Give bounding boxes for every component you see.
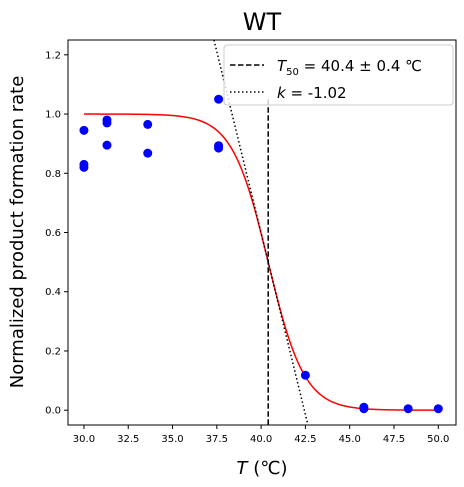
data-point: [359, 404, 369, 414]
x-axis-label: T (℃): [237, 458, 288, 479]
x-tick-label: 47.5: [383, 434, 405, 445]
x-tick-label: 37.5: [206, 434, 228, 445]
data-point: [102, 118, 112, 128]
fit-curve: [83, 113, 439, 411]
data-point: [79, 125, 89, 135]
data-point: [79, 162, 89, 172]
data-point: [214, 143, 224, 153]
axis-ticks: 30.0 32.5 35.0 37.5 40.0 42.5 45.0 47.5 50.0 0.0 0…: [45, 50, 449, 445]
chart-title: WT: [243, 8, 282, 36]
x-tick-label: 40.0: [250, 434, 272, 445]
data-point: [433, 404, 443, 414]
data-point: [214, 94, 224, 104]
y-tick-label: 1.0: [45, 110, 61, 121]
x-tick-label: 45.0: [339, 434, 361, 445]
data-point: [143, 119, 153, 129]
x-tick-label: 30.0: [73, 434, 95, 445]
legend: T50 = 40.4 ± 0.4 ℃ k = -1.02: [223, 44, 454, 106]
x-tick-label: 42.5: [294, 434, 316, 445]
x-tick-label: 50.0: [427, 434, 449, 445]
y-tick-label: 0.0: [45, 406, 61, 417]
y-tick-label: 0.2: [45, 346, 61, 357]
plot-series-layer: [79, 40, 443, 425]
data-point: [102, 140, 112, 150]
y-tick-label: 0.4: [45, 287, 61, 298]
y-axis-label: Normalized product formation rate: [7, 76, 28, 389]
data-point: [143, 148, 153, 158]
x-tick-label: 32.5: [117, 434, 139, 445]
y-tick-label: 1.2: [45, 50, 61, 61]
y-tick-label: 0.8: [45, 169, 61, 180]
y-tick-label: 0.6: [45, 228, 61, 239]
data-point: [403, 404, 413, 414]
legend-k-label: k = -1.02: [277, 84, 347, 102]
x-tick-label: 35.0: [161, 434, 183, 445]
legend-box: [223, 44, 454, 106]
legend-t50-label: T50 = 40.4 ± 0.4 ℃: [277, 57, 422, 78]
data-point: [300, 370, 310, 380]
